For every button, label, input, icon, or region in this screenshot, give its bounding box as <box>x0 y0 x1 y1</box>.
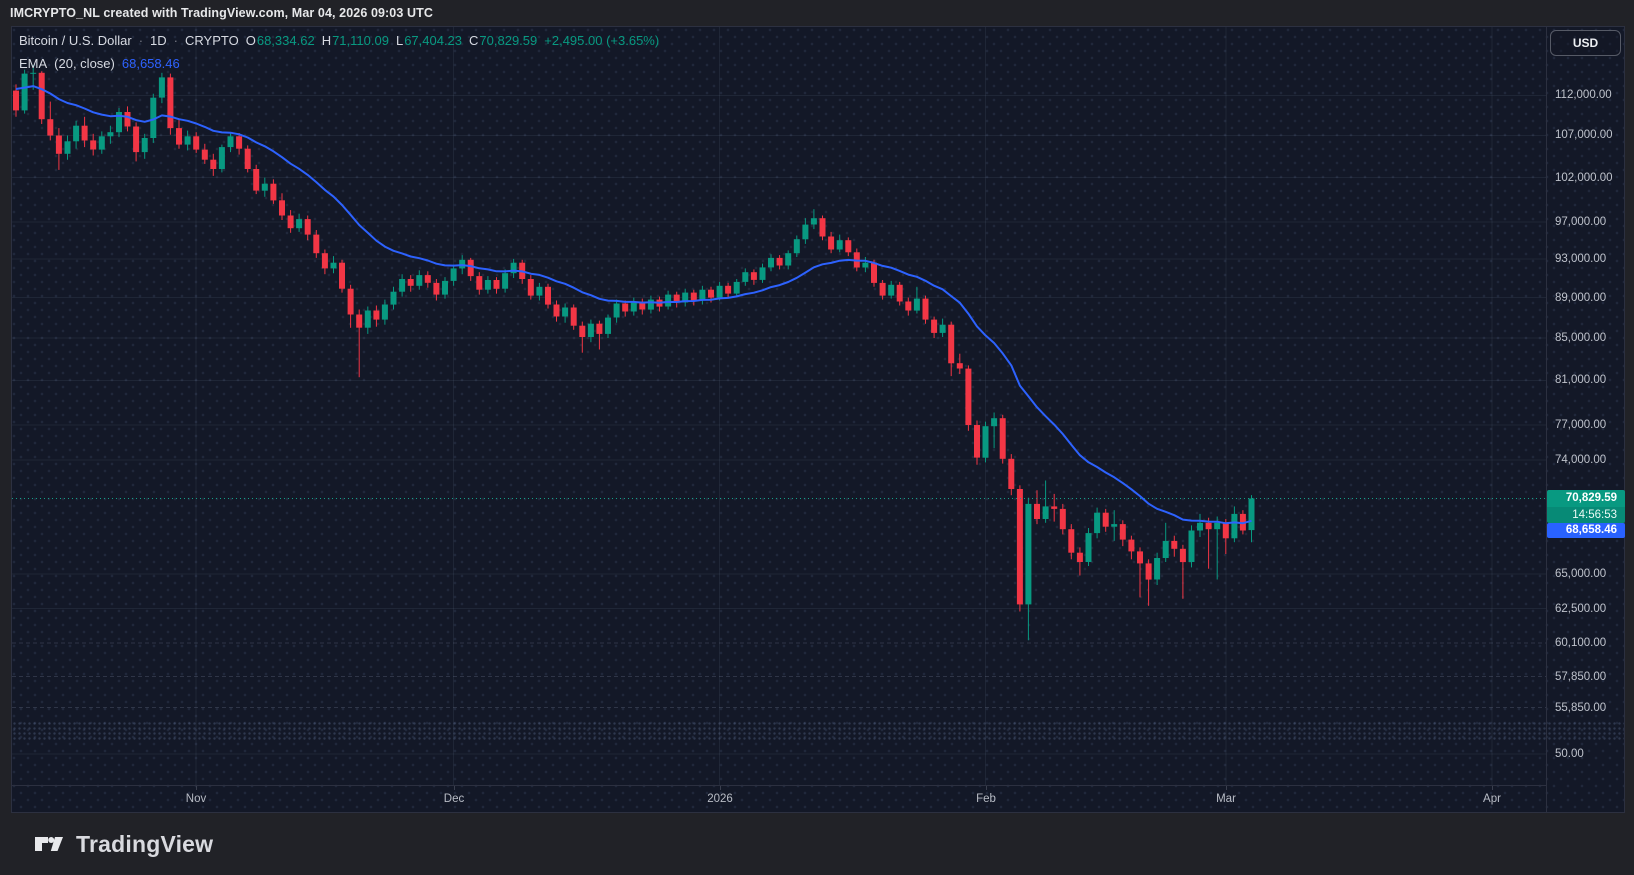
indicator-value: 68,658.46 <box>121 56 180 71</box>
time-tick-mark <box>196 786 197 790</box>
footer-bar: TradingView <box>0 813 1634 875</box>
price-tick-label: 57,850.00 <box>1555 671 1607 683</box>
ohlc-close: C 70,829.59 <box>469 33 538 48</box>
ema-value-badge: 68,658.46 <box>1547 523 1625 538</box>
bar-countdown: 14:56:53 <box>1547 507 1625 523</box>
ohlc-high: H 71,110.09 <box>321 33 389 48</box>
price-tick-label: 55,850.00 <box>1555 702 1607 714</box>
price-tick-label: 112,000.00 <box>1555 89 1612 101</box>
time-axis[interactable]: Nov Dec 2026 Feb Mar Apr <box>12 785 1546 813</box>
price-tick-label: 62,500.00 <box>1555 603 1607 615</box>
time-tick-label: Mar <box>1216 793 1236 805</box>
time-tick-mark <box>986 786 987 790</box>
time-tick-label: Nov <box>185 793 207 805</box>
price-tick-label: 107,000.00 <box>1555 129 1613 141</box>
price-tick-label: 50.00 <box>1555 748 1584 760</box>
symbol-legend-row[interactable]: Bitcoin / U.S. Dollar · 1D · CRYPTO O 68,… <box>19 33 659 55</box>
time-tick-label: Apr <box>1483 793 1501 805</box>
chart-widget[interactable]: Bitcoin / U.S. Dollar · 1D · CRYPTO O 68,… <box>11 26 1625 813</box>
currency-toggle-button[interactable]: USD <box>1550 30 1621 56</box>
exchange-label: CRYPTO <box>185 33 239 48</box>
tradingview-logo-icon <box>35 837 63 851</box>
last-price-badge: 70,829.59 14:56:53 <box>1547 490 1625 523</box>
price-tick-label: 60,100.00 <box>1555 637 1607 649</box>
price-tick-label: 81,000.00 <box>1555 374 1607 386</box>
price-tick-label: 102,000.00 <box>1555 172 1613 184</box>
indicator-name[interactable]: EMA <box>19 56 48 71</box>
chart-legend: Bitcoin / U.S. Dollar · 1D · CRYPTO O 68,… <box>19 33 659 78</box>
ohlc-low: L 67,404.23 <box>395 33 463 48</box>
time-tick-label: 2026 <box>707 793 733 805</box>
tradingview-wordmark: TradingView <box>76 830 214 857</box>
time-tick-mark <box>720 786 721 790</box>
price-tick-label: 93,000.00 <box>1555 253 1607 265</box>
time-tick-label: Feb <box>976 793 996 805</box>
price-tick-label: 65,000.00 <box>1555 568 1607 580</box>
price-tick-label: 97,000.00 <box>1555 216 1607 228</box>
price-axis[interactable]: USD 70,829.59 14:56:53 68,658.46 112,000… <box>1546 27 1625 812</box>
time-tick-label: Dec <box>443 793 465 805</box>
time-tick-mark <box>1492 786 1493 790</box>
candlestick-chart[interactable] <box>12 27 1546 785</box>
time-tick-mark <box>454 786 455 790</box>
change-value: +2,495.00 (+3.65%) <box>544 33 660 48</box>
symbol-name[interactable]: Bitcoin / U.S. Dollar <box>19 33 132 48</box>
price-tick-label: 85,000.00 <box>1555 332 1607 344</box>
chart-plot-area[interactable] <box>12 27 1546 785</box>
indicator-legend-row[interactable]: EMA (20, close) 68,658.46 <box>19 56 659 78</box>
last-price-value: 70,829.59 <box>1547 490 1625 507</box>
indicator-params: (20, close) <box>54 56 115 71</box>
separator: · <box>138 33 144 48</box>
ohlc-open: O 68,334.62 <box>245 33 315 48</box>
price-tick-label: 74,000.00 <box>1555 454 1607 466</box>
price-tick-label: 77,000.00 <box>1555 419 1607 431</box>
interval-label[interactable]: 1D <box>150 33 167 48</box>
time-tick-mark <box>1226 786 1227 790</box>
attribution-text: IMCRYPTO_NL created with TradingView.com… <box>10 6 433 20</box>
separator: · <box>173 33 179 48</box>
price-tick-label: 89,000.00 <box>1555 292 1607 304</box>
tradingview-logo[interactable]: TradingView <box>34 831 213 858</box>
attribution-bar: IMCRYPTO_NL created with TradingView.com… <box>0 0 1634 26</box>
